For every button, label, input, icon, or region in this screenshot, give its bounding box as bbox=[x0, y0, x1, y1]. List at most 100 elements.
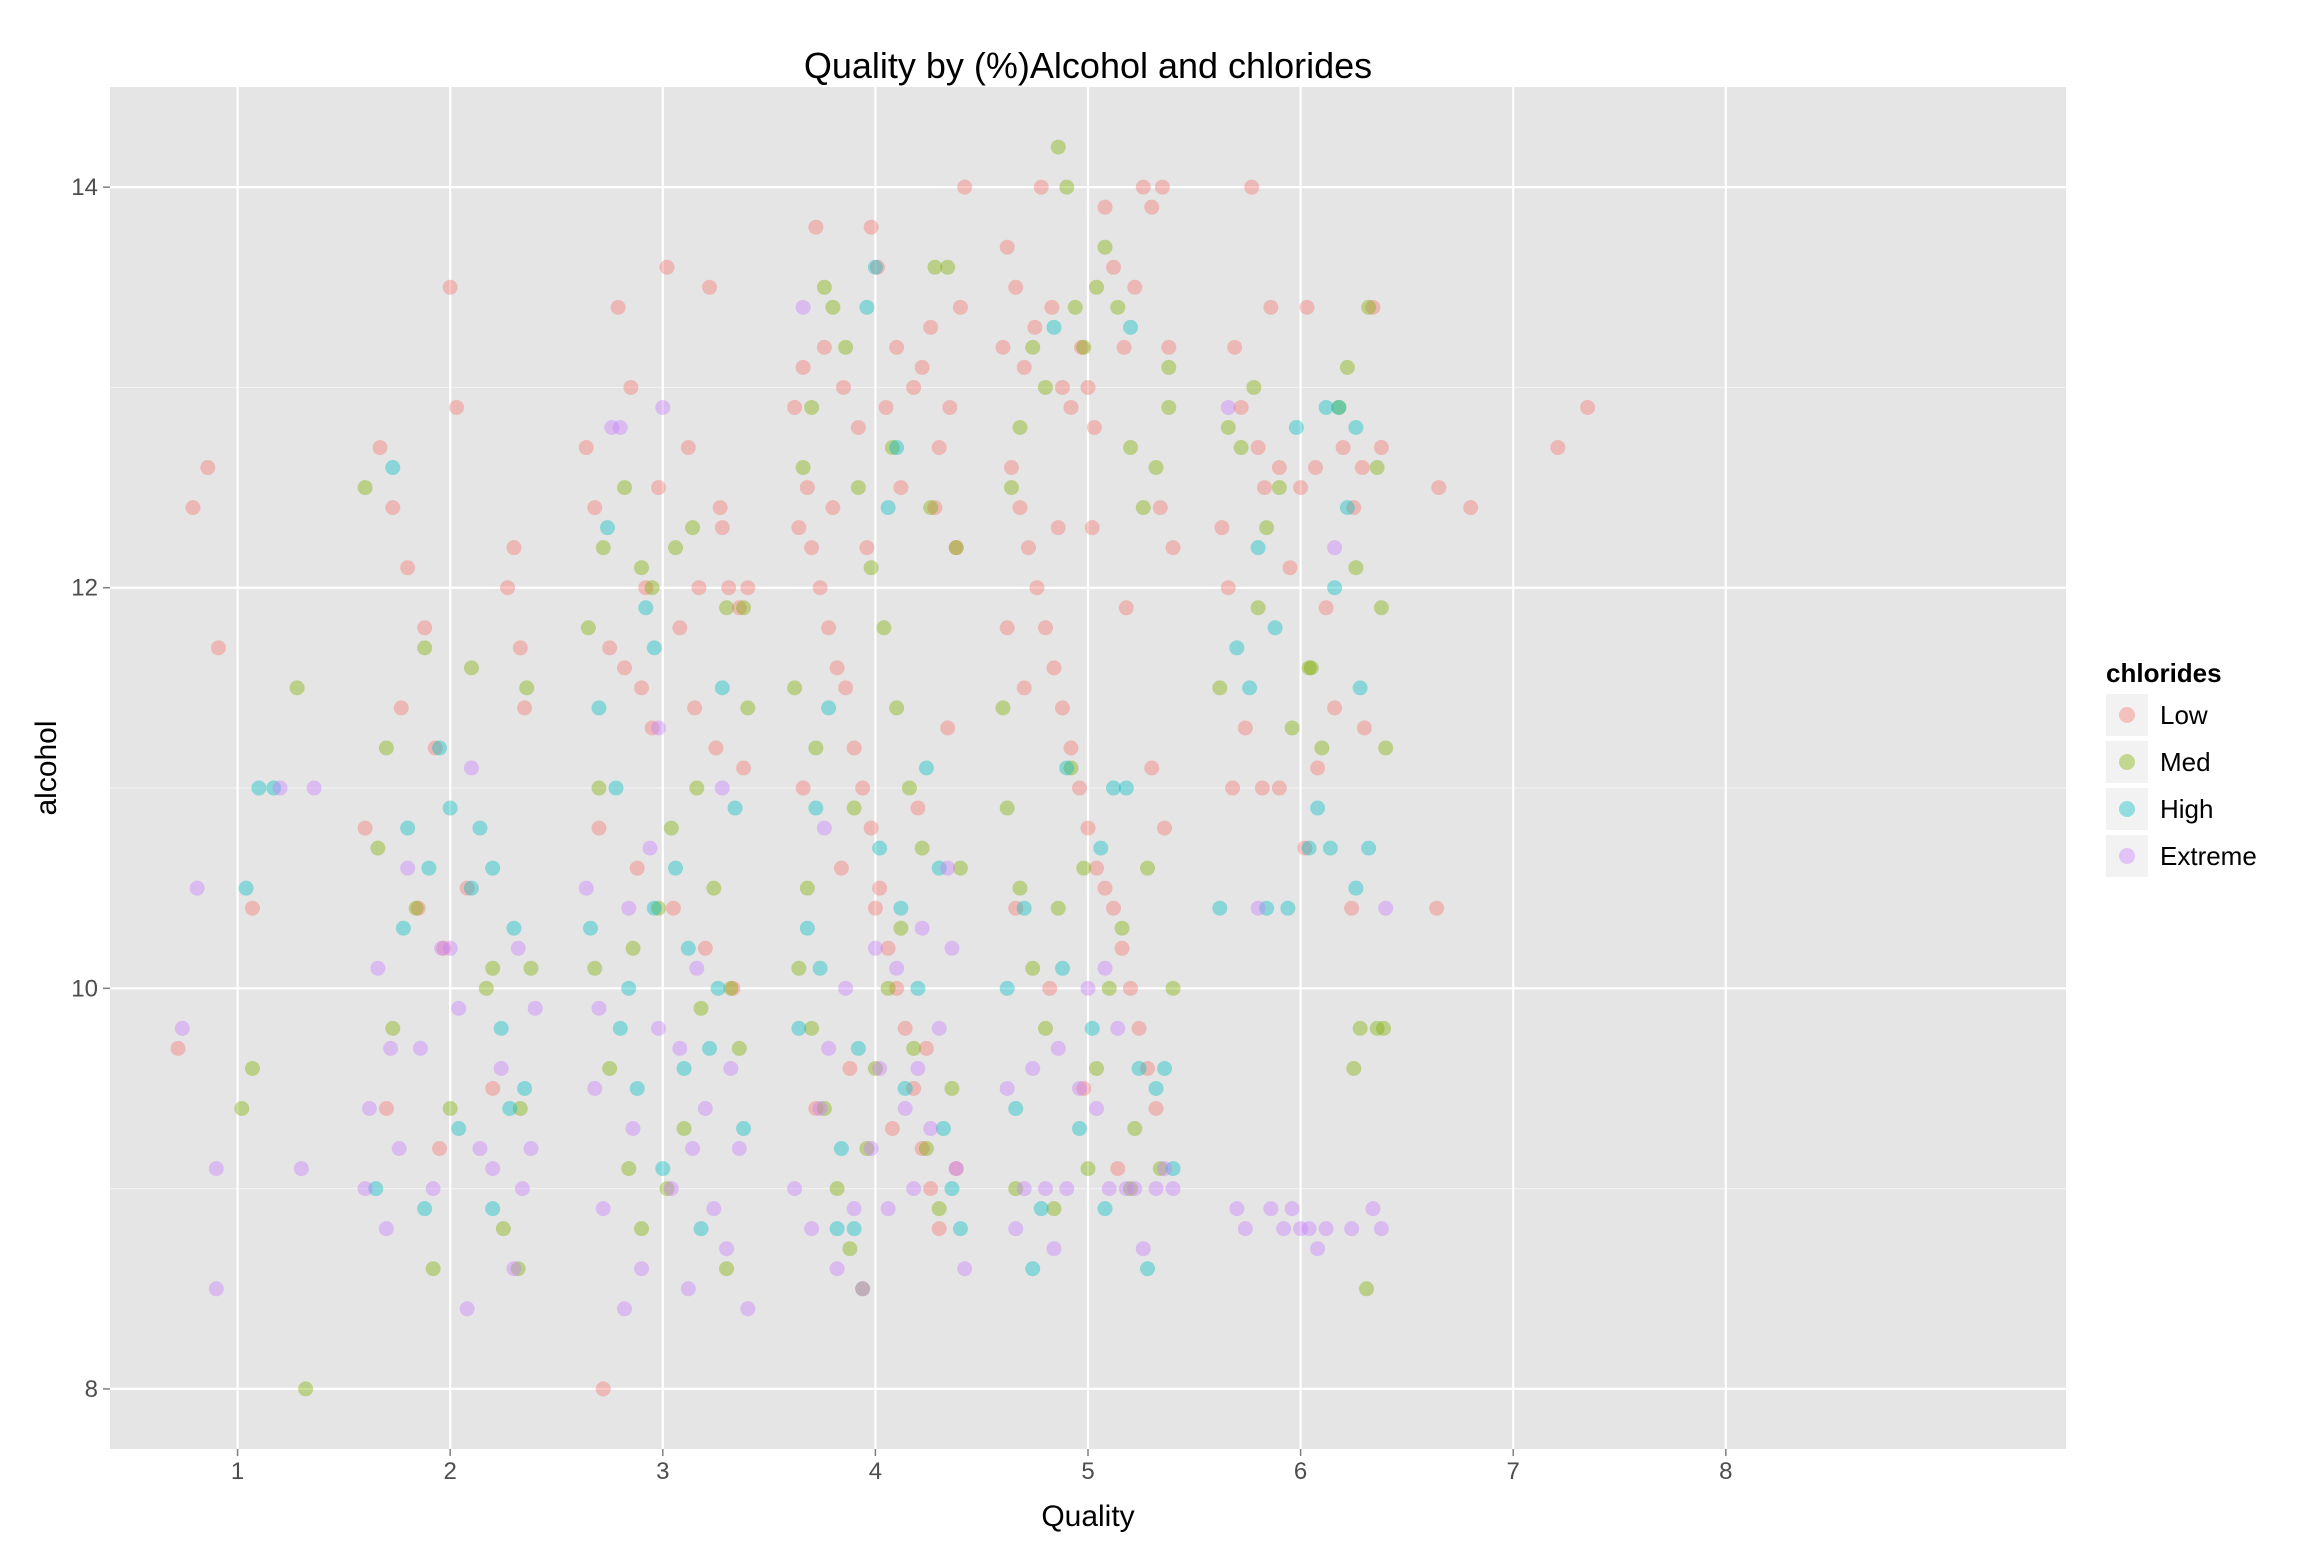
data-point-low bbox=[836, 379, 851, 395]
data-point-med bbox=[463, 660, 479, 676]
data-point-low bbox=[436, 940, 452, 956]
data-point-med bbox=[842, 1241, 858, 1257]
data-point-low bbox=[1046, 660, 1062, 676]
data-point-high bbox=[1071, 1121, 1087, 1137]
data-point-extreme bbox=[1327, 540, 1343, 556]
data-point-med bbox=[289, 680, 305, 696]
data-point-low bbox=[821, 620, 837, 636]
data-point-extreme bbox=[1016, 1181, 1032, 1197]
data-point-extreme bbox=[1378, 900, 1394, 916]
data-point-low bbox=[995, 339, 1011, 355]
data-point-low bbox=[1327, 700, 1343, 716]
data-point-extreme bbox=[804, 1221, 820, 1237]
data-point-high bbox=[693, 1221, 709, 1237]
data-point-low bbox=[1233, 399, 1249, 415]
data-point-low bbox=[1086, 420, 1102, 435]
data-point-low bbox=[804, 540, 820, 556]
data-point-extreme bbox=[459, 1301, 475, 1317]
data-point-extreme bbox=[642, 840, 658, 856]
data-point-med bbox=[234, 1101, 250, 1116]
data-point-high bbox=[1008, 1101, 1024, 1116]
data-point-low bbox=[210, 640, 226, 656]
data-point-high bbox=[1123, 319, 1139, 335]
data-point-med bbox=[478, 980, 494, 996]
data-point-low bbox=[244, 900, 260, 916]
data-point-low bbox=[1580, 399, 1596, 415]
data-point-high bbox=[1025, 1261, 1041, 1277]
data-point-extreme bbox=[719, 1241, 735, 1257]
data-point-high bbox=[668, 860, 684, 876]
data-point-extreme bbox=[867, 940, 883, 956]
data-point-high bbox=[1084, 1020, 1100, 1036]
data-point-extreme bbox=[829, 1261, 845, 1277]
data-point-med bbox=[940, 259, 956, 275]
data-point-low bbox=[691, 580, 707, 596]
data-point-high bbox=[727, 800, 743, 816]
data-point-high bbox=[1259, 900, 1275, 916]
data-point-med bbox=[425, 1261, 441, 1277]
data-point-high bbox=[646, 640, 662, 656]
data-point-high bbox=[251, 780, 267, 796]
data-point-med bbox=[1376, 1020, 1392, 1036]
data-point-high bbox=[638, 600, 654, 616]
legend-key-med bbox=[2106, 741, 2148, 783]
data-point-low bbox=[708, 740, 724, 756]
data-point-extreme bbox=[442, 940, 458, 956]
data-point-high bbox=[1157, 1060, 1173, 1076]
data-point-low bbox=[923, 319, 939, 335]
y-tick-label: 14 bbox=[71, 174, 98, 201]
data-point-med bbox=[914, 840, 930, 856]
data-point-med bbox=[1212, 680, 1228, 696]
data-point-low bbox=[825, 500, 841, 516]
data-point-low bbox=[1282, 560, 1298, 576]
x-tick-label: 1 bbox=[231, 1458, 244, 1485]
data-point-low bbox=[999, 239, 1015, 255]
data-point-high bbox=[833, 1141, 849, 1157]
data-point-med bbox=[523, 960, 539, 976]
data-point-low bbox=[795, 359, 811, 375]
data-point-low bbox=[910, 800, 926, 816]
data-point-high bbox=[821, 700, 837, 716]
data-point-high bbox=[799, 920, 815, 936]
data-point-low bbox=[1042, 980, 1058, 996]
data-point-low bbox=[1220, 580, 1236, 596]
data-point-extreme bbox=[1301, 1221, 1317, 1237]
data-point-low bbox=[712, 500, 728, 516]
data-point-extreme bbox=[1135, 1241, 1151, 1257]
data-point-med bbox=[859, 1141, 875, 1157]
data-point-extreme bbox=[1344, 1221, 1360, 1237]
data-point-med bbox=[1339, 359, 1355, 375]
data-point-low bbox=[629, 860, 645, 876]
data-point-high bbox=[1118, 780, 1134, 796]
data-point-high bbox=[385, 460, 401, 476]
data-point-low bbox=[357, 820, 373, 836]
data-point-low bbox=[1299, 299, 1315, 315]
data-point-high bbox=[1054, 960, 1070, 976]
data-point-extreme bbox=[672, 1040, 688, 1056]
data-point-low bbox=[200, 460, 216, 476]
data-point-low bbox=[485, 1080, 501, 1096]
data-point-high bbox=[1242, 680, 1258, 696]
data-point-low bbox=[1148, 1101, 1164, 1116]
data-point-extreme bbox=[812, 1101, 828, 1116]
data-point-low bbox=[1044, 299, 1060, 315]
y-tick-label: 12 bbox=[71, 575, 98, 602]
data-point-low bbox=[378, 1101, 394, 1116]
data-point-high bbox=[1033, 1201, 1049, 1217]
data-point-low bbox=[393, 700, 409, 716]
data-point-high bbox=[502, 1101, 518, 1116]
data-point-extreme bbox=[1101, 1181, 1117, 1197]
data-point-low bbox=[1037, 620, 1053, 636]
data-point-low bbox=[923, 1181, 939, 1197]
data-point-extreme bbox=[821, 1040, 837, 1056]
data-point-low bbox=[799, 480, 815, 496]
data-point-low bbox=[808, 1101, 824, 1116]
data-point-extreme bbox=[208, 1281, 224, 1297]
data-point-low bbox=[948, 540, 964, 556]
data-point-low bbox=[1116, 339, 1132, 355]
data-point-low bbox=[1254, 780, 1270, 796]
data-point-low bbox=[595, 1381, 611, 1397]
data-point-low bbox=[1227, 339, 1243, 355]
data-point-med bbox=[1067, 299, 1083, 315]
data-point-low bbox=[918, 1040, 934, 1056]
